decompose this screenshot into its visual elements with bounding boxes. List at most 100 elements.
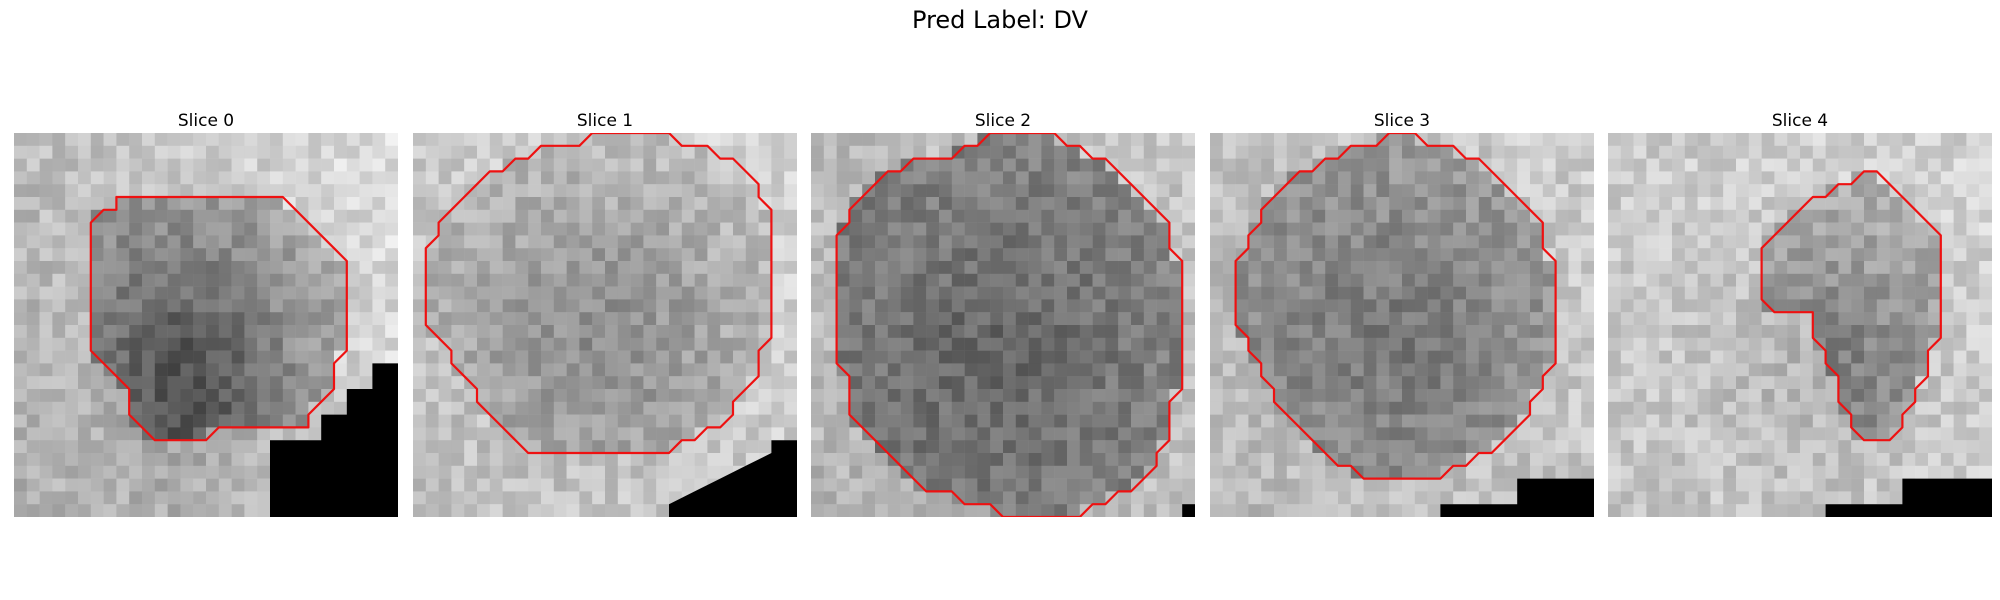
pixel [1015, 504, 1029, 517]
pixel [1210, 312, 1224, 326]
pixel [811, 337, 825, 351]
pixel [438, 222, 452, 236]
pixel [1902, 440, 1916, 454]
pixel [1222, 350, 1236, 364]
pixel [1041, 197, 1055, 211]
pixel [1568, 133, 1582, 147]
pixel [707, 325, 721, 339]
pixel [26, 376, 40, 390]
pixel [1672, 453, 1686, 467]
pixel [630, 337, 644, 351]
pixel [1697, 197, 1711, 211]
pixel [464, 491, 478, 505]
pixel [372, 350, 386, 364]
pixel [1478, 133, 1492, 147]
pixel [282, 376, 296, 390]
pixel [990, 312, 1004, 326]
pixel [489, 235, 503, 249]
pixel [811, 171, 825, 185]
pixel [823, 465, 837, 479]
pixel [65, 363, 79, 377]
panel-title: Slice 2 [974, 111, 1032, 131]
pixel [913, 299, 927, 313]
pixel [1466, 350, 1480, 364]
pixel [346, 261, 360, 275]
pixel [771, 286, 785, 300]
pixel [875, 325, 889, 339]
pixel [1851, 209, 1865, 223]
pixel [1363, 248, 1377, 262]
pixel [1787, 453, 1801, 467]
pixel [270, 184, 284, 198]
pixel [1248, 197, 1262, 211]
pixel [823, 133, 837, 147]
pixel [477, 235, 491, 249]
pixel [1697, 158, 1711, 172]
pixel [1131, 337, 1145, 351]
pixel [244, 363, 258, 377]
pixel [875, 209, 889, 223]
pixel [295, 286, 309, 300]
pixel [52, 145, 66, 159]
pixel [1697, 414, 1711, 428]
pixel [451, 286, 465, 300]
pixel [1105, 363, 1119, 377]
pixel [1067, 286, 1081, 300]
pixel [1261, 414, 1275, 428]
pixel [1350, 440, 1364, 454]
pixel [1568, 389, 1582, 403]
pixel [990, 350, 1004, 364]
pixel [1928, 350, 1942, 364]
pixel [720, 299, 734, 313]
pixel [1376, 414, 1390, 428]
pixel [862, 363, 876, 377]
pixel [1015, 312, 1029, 326]
pixel [346, 197, 360, 211]
pixel [1608, 312, 1622, 326]
pixel [1169, 171, 1183, 185]
pixel [977, 158, 991, 172]
pixel [1350, 235, 1364, 249]
pixel [1015, 440, 1029, 454]
pixel [630, 363, 644, 377]
pixel [605, 145, 619, 159]
pixel [1761, 337, 1775, 351]
pixel [875, 504, 889, 517]
pixel [1131, 350, 1145, 364]
pixel [681, 465, 695, 479]
pixel [334, 325, 348, 339]
pixel [359, 133, 373, 147]
pixel [116, 389, 130, 403]
pixel [1427, 504, 1441, 517]
pixel [502, 453, 516, 467]
pixel [849, 222, 863, 236]
pixel [694, 465, 708, 479]
pixel [939, 401, 953, 415]
pixel [167, 504, 181, 517]
pixel [1915, 261, 1929, 275]
pixel [758, 133, 772, 147]
pixel [1015, 209, 1029, 223]
pixel [321, 363, 335, 377]
pixel [1156, 145, 1170, 159]
pixel [1838, 158, 1852, 172]
pixel [1325, 209, 1339, 223]
pixel [1915, 222, 1929, 236]
pixel [1825, 376, 1839, 390]
pixel [939, 286, 953, 300]
pixel [862, 158, 876, 172]
pixel [1015, 337, 1029, 351]
pixel [1659, 350, 1673, 364]
pixel [1143, 209, 1157, 223]
pixel [515, 325, 529, 339]
pixel [515, 350, 529, 364]
pixel [707, 235, 721, 249]
pixel [707, 222, 721, 236]
pixel [1736, 504, 1750, 517]
pixel [1659, 478, 1673, 492]
pixel [1851, 325, 1865, 339]
pixel [900, 273, 914, 287]
pixel [1851, 261, 1865, 275]
pixel [180, 325, 194, 339]
pixel [951, 376, 965, 390]
